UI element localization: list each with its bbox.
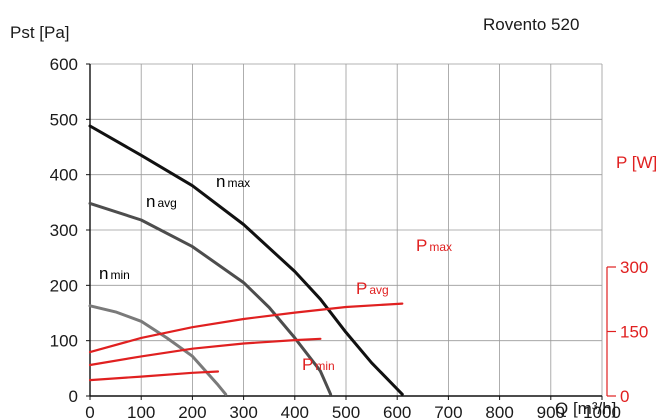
x-tick-label: 300 — [229, 403, 257, 419]
curve-P-min — [88, 370, 220, 382]
x-tick-label: 500 — [332, 403, 360, 419]
y2-axis-label: P [W] — [616, 153, 657, 172]
x-tick-label: 700 — [434, 403, 462, 419]
curve-n-min — [88, 304, 228, 396]
curve-labels: n max n avg n min P max P avg P min — [99, 172, 452, 374]
y-tick-label: 600 — [50, 55, 78, 74]
grid — [89, 63, 603, 397]
label-n-max: n max — [216, 172, 250, 191]
y-tick-label: 400 — [50, 166, 78, 185]
x-axis-label: Q [m³/h] — [555, 399, 616, 418]
curve-n-max — [88, 124, 404, 396]
y-tick-label: 200 — [50, 276, 78, 295]
curves — [88, 124, 404, 396]
x-tick-label: 100 — [127, 403, 155, 419]
chart-title: Rovento 520 — [483, 15, 579, 34]
y2-tick-label: 0 — [620, 387, 629, 406]
y-tick-label: 300 — [50, 221, 78, 240]
label-n-avg: n avg — [146, 192, 177, 211]
x-tick-label: 0 — [85, 403, 94, 419]
y-tick-label: 500 — [50, 110, 78, 129]
y-axis-ticks: 0 100 200 300 400 500 600 — [50, 55, 90, 406]
x-tick-label: 900 — [537, 403, 565, 419]
y-tick-label: 0 — [69, 387, 78, 406]
y2-tick-label: 300 — [620, 258, 648, 277]
curve-P-avg — [88, 337, 322, 367]
y2-tick-label: 150 — [620, 323, 648, 342]
label-n-min: n min — [99, 264, 130, 283]
y2-axis: 0 150 300 — [606, 258, 648, 406]
y-axis-label: Pst [Pa] — [10, 23, 70, 42]
x-tick-label: 800 — [485, 403, 513, 419]
curve-P-max — [88, 302, 404, 354]
x-tick-label: 200 — [178, 403, 206, 419]
x-axis-ticks: 0 100 200 300 400 500 600 700 800 900 1000 — [85, 396, 621, 419]
x-tick-label: 600 — [383, 403, 411, 419]
x-tick-label: 400 — [281, 403, 309, 419]
y-tick-label: 100 — [50, 332, 78, 351]
x-tick-label: 1000 — [583, 403, 621, 419]
curve-n-avg — [88, 201, 333, 396]
